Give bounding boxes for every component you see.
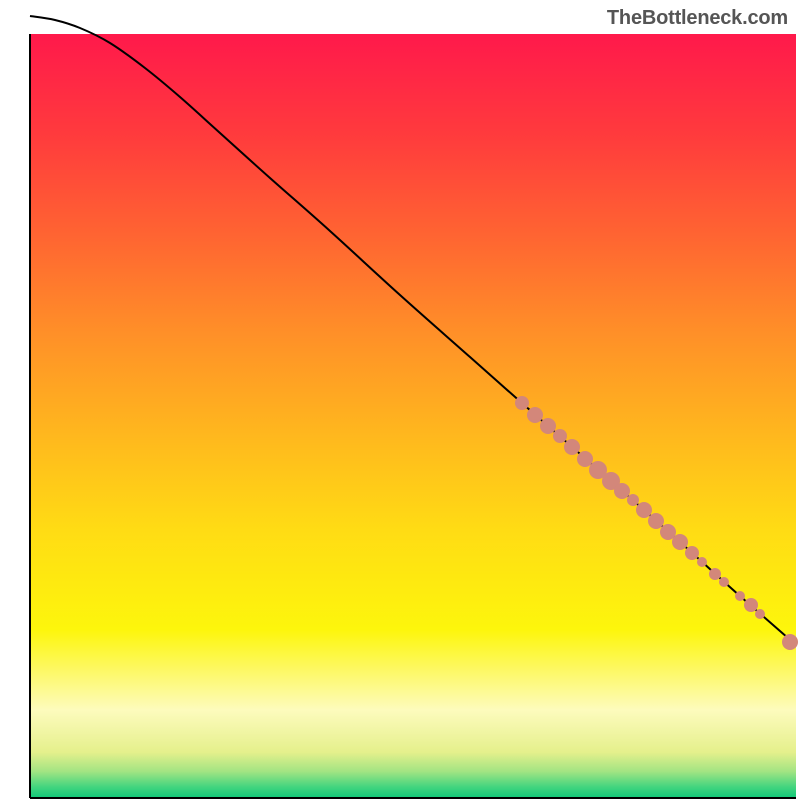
data-marker (672, 534, 688, 550)
chart-container: TheBottleneck.com (0, 0, 800, 800)
data-marker (755, 609, 765, 619)
data-marker (735, 591, 745, 601)
data-marker (627, 494, 639, 506)
chart-svg (0, 0, 800, 800)
data-marker (540, 418, 556, 434)
data-marker (515, 396, 529, 410)
data-marker (577, 451, 593, 467)
data-marker (782, 634, 798, 650)
data-marker (527, 407, 543, 423)
data-marker (648, 513, 664, 529)
data-marker (719, 577, 729, 587)
data-marker (553, 429, 567, 443)
plot-background (30, 34, 796, 798)
data-marker (685, 546, 699, 560)
data-marker (636, 502, 652, 518)
watermark-text: TheBottleneck.com (607, 7, 788, 30)
data-marker (614, 483, 630, 499)
data-marker (697, 557, 707, 567)
data-marker (564, 439, 580, 455)
data-marker (744, 598, 758, 612)
data-marker (709, 568, 721, 580)
